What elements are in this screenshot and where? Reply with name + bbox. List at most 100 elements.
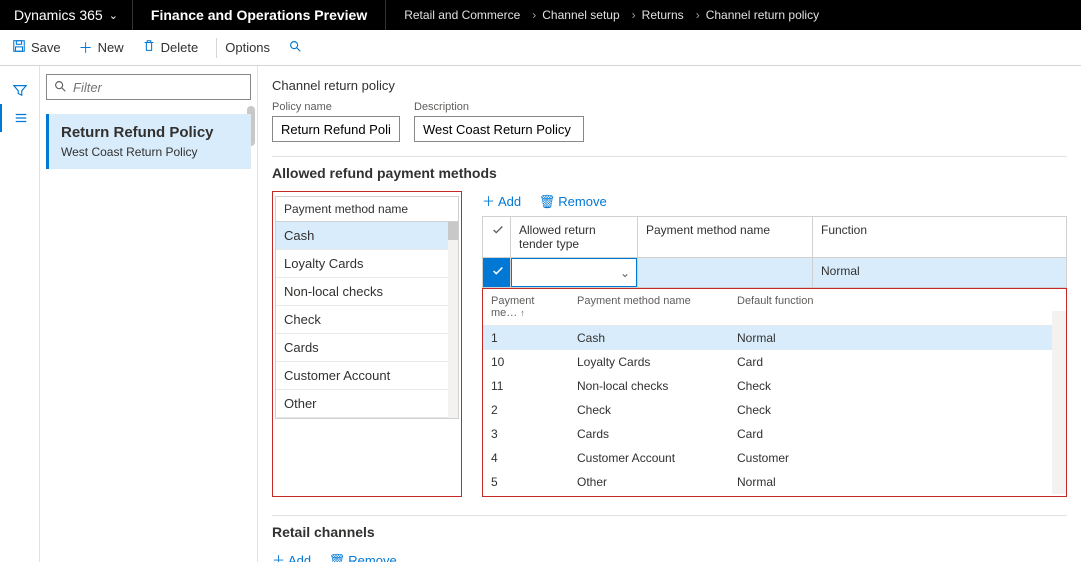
breadcrumb-item[interactable]: Returns	[642, 8, 684, 22]
dropdown-toggle[interactable]: ⌄	[511, 258, 637, 287]
delete-label: Delete	[161, 40, 199, 55]
row-checkbox[interactable]	[483, 258, 511, 287]
retail-actions: ＋Add 🗑Remove	[272, 550, 1067, 562]
plus-icon: ＋	[272, 553, 285, 562]
trash-icon: 🗑	[539, 194, 556, 209]
workspace-title: Finance and Operations Preview	[133, 0, 386, 30]
scrollbar[interactable]	[1052, 311, 1066, 494]
col-allowed-tender[interactable]: Allowed return tender type	[511, 217, 638, 257]
remove-button[interactable]: 🗑Remove	[329, 553, 397, 562]
list-item[interactable]: Cards	[276, 334, 458, 362]
breadcrumb-item[interactable]: Channel return policy	[706, 8, 819, 22]
header-fields: Policy name Description	[272, 101, 1067, 142]
list-item[interactable]: Loyalty Cards	[276, 250, 458, 278]
main-content: Channel return policy Policy name Descri…	[258, 66, 1081, 562]
brand-label: Dynamics 365	[14, 7, 103, 23]
allowed-refund-title: Allowed refund payment methods	[272, 165, 1067, 181]
breadcrumb: Retail and Commerce › Channel setup › Re…	[386, 8, 843, 22]
list-item[interactable]: Other	[276, 390, 458, 418]
add-button[interactable]: ＋Add	[272, 553, 311, 562]
top-bar: Dynamics 365 ⌄ Finance and Operations Pr…	[0, 0, 1081, 30]
list-item[interactable]: Check	[276, 306, 458, 334]
trash-icon: 🗑	[329, 553, 346, 562]
breadcrumb-item[interactable]: Channel setup	[542, 8, 619, 22]
chevron-down-icon: ⌄	[620, 266, 630, 280]
payment-methods-list: Cash Loyalty Cards Non-local checks Chec…	[275, 222, 459, 419]
sort-asc-icon: ↑	[520, 308, 525, 318]
save-label: Save	[31, 40, 61, 55]
search-icon	[53, 79, 67, 96]
col-payment-method[interactable]: Payment method name	[638, 217, 813, 257]
list-item[interactable]: Cash	[276, 222, 458, 250]
function-cell[interactable]: Normal	[813, 258, 1066, 287]
popup-col-fn[interactable]: Default function	[729, 293, 1066, 321]
list-item[interactable]: Non-local checks	[276, 278, 458, 306]
list-item[interactable]: Customer Account	[276, 362, 458, 390]
popup-row[interactable]: 5 Other Normal	[483, 470, 1066, 494]
navigation-panel: Return Refund Policy West Coast Return P…	[40, 66, 258, 562]
search-button[interactable]	[288, 39, 307, 56]
retail-channels-section: Retail channels ＋Add 🗑Remove Name Operat…	[272, 515, 1067, 562]
options-label: Options	[225, 40, 270, 55]
popup-row[interactable]: 11 Non-local checks Check	[483, 374, 1066, 398]
nav-card-title: Return Refund Policy	[61, 124, 239, 141]
separator	[216, 38, 217, 58]
filter-box[interactable]	[46, 74, 251, 100]
search-icon	[288, 39, 302, 56]
list-icon[interactable]	[0, 104, 39, 132]
description-field: Description	[414, 101, 584, 142]
tender-grid-area: ＋Add 🗑Remove Allowed return tender type …	[482, 191, 1067, 497]
left-gutter	[0, 66, 40, 562]
app-switcher[interactable]: Dynamics 365 ⌄	[0, 0, 133, 30]
remove-button[interactable]: 🗑Remove	[539, 194, 607, 209]
nav-record-card[interactable]: Return Refund Policy West Coast Return P…	[46, 114, 251, 169]
popup-col-id[interactable]: Payment me…↑	[483, 293, 569, 321]
popup-row[interactable]: 1 Cash Normal	[483, 326, 1066, 350]
trash-icon	[142, 39, 156, 56]
popup-row[interactable]: 4 Customer Account Customer	[483, 446, 1066, 470]
filter-input[interactable]	[73, 80, 244, 95]
allowed-refund-section: Allowed refund payment methods Payment m…	[272, 156, 1067, 497]
save-button[interactable]: Save	[12, 39, 61, 56]
policy-name-field: Policy name	[272, 101, 400, 142]
chevron-right-icon: ›	[532, 8, 536, 22]
select-all-checkbox[interactable]	[483, 217, 511, 257]
description-input[interactable]	[414, 116, 584, 142]
chevron-right-icon: ›	[696, 8, 700, 22]
policy-name-label: Policy name	[272, 101, 400, 113]
add-button[interactable]: ＋Add	[482, 194, 521, 209]
options-button[interactable]: Options	[225, 40, 270, 55]
popup-row[interactable]: 3 Cards Card	[483, 422, 1066, 446]
tender-grid: Allowed return tender type Payment metho…	[482, 216, 1067, 288]
new-button[interactable]: ＋ New	[79, 38, 124, 58]
command-bar: Save ＋ New Delete Options	[0, 30, 1081, 66]
chevron-down-icon: ⌄	[109, 9, 118, 22]
popup-row[interactable]: 2 Check Check	[483, 398, 1066, 422]
plus-icon: ＋	[79, 38, 93, 58]
breadcrumb-item[interactable]: Retail and Commerce	[404, 8, 520, 22]
body: Return Refund Policy West Coast Return P…	[0, 66, 1081, 562]
payment-methods-list-box: Payment method name Cash Loyalty Cards N…	[272, 191, 462, 497]
grid-actions: ＋Add 🗑Remove	[482, 191, 1067, 210]
description-label: Description	[414, 101, 584, 113]
new-label: New	[98, 40, 124, 55]
page-title: Channel return policy	[272, 78, 1067, 93]
lookup-popup: Payment me…↑ Payment method name Default…	[482, 288, 1067, 497]
payment-methods-list-header: Payment method name	[275, 196, 459, 222]
filter-icon[interactable]	[0, 76, 39, 104]
save-icon	[12, 39, 26, 56]
popup-row[interactable]: 10 Loyalty Cards Card	[483, 350, 1066, 374]
popup-header: Payment me…↑ Payment method name Default…	[483, 289, 1066, 326]
tender-type-cell[interactable]: ⌄	[511, 258, 638, 287]
policy-name-input[interactable]	[272, 116, 400, 142]
retail-channels-title: Retail channels	[272, 524, 1067, 540]
payment-method-cell[interactable]	[638, 258, 813, 287]
popup-col-name[interactable]: Payment method name	[569, 293, 729, 321]
nav-card-subtitle: West Coast Return Policy	[61, 145, 239, 159]
delete-button[interactable]: Delete	[142, 39, 199, 56]
plus-icon: ＋	[482, 194, 495, 209]
grid-header: Allowed return tender type Payment metho…	[483, 217, 1066, 258]
scrollbar[interactable]	[448, 222, 458, 418]
col-function[interactable]: Function	[813, 217, 1066, 257]
table-row[interactable]: ⌄ Normal	[483, 258, 1066, 287]
